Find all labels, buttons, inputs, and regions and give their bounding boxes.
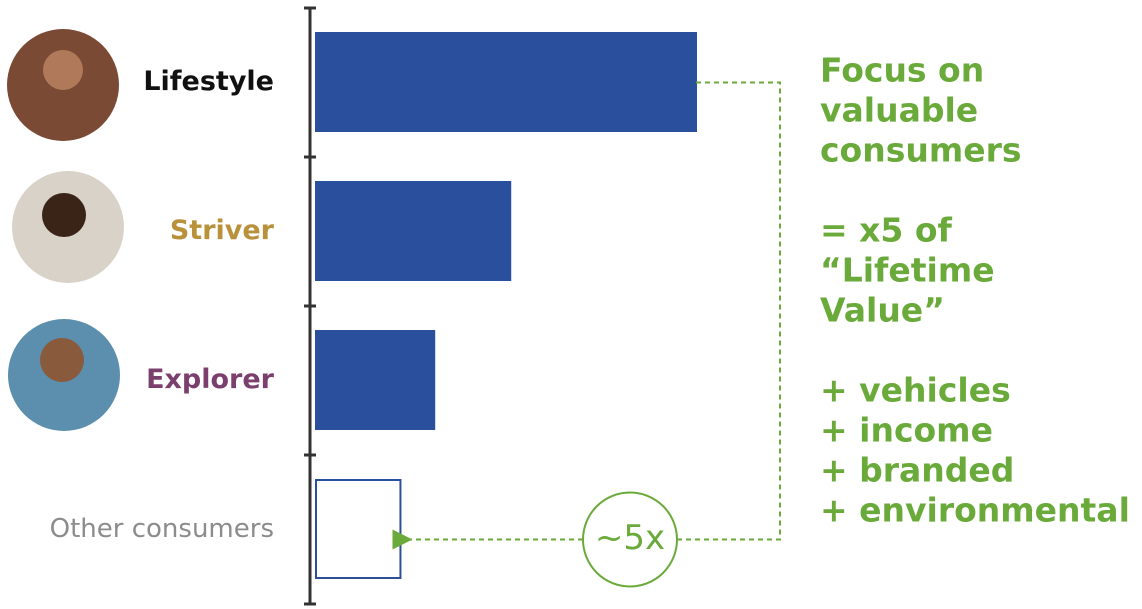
category-label: Other consumers — [50, 514, 274, 544]
annotation-text: Value” — [820, 291, 945, 330]
annotation-text: consumers — [820, 131, 1022, 170]
annotation-text: + income — [820, 411, 993, 450]
category-label: Lifestyle — [143, 66, 274, 97]
annotation-text: valuable — [820, 91, 978, 130]
ratio-label: ~5x — [595, 518, 665, 558]
category-label: Striver — [170, 215, 275, 246]
connector — [677, 81, 781, 541]
avatars — [7, 29, 124, 431]
annotation-text: = x5 of — [820, 211, 953, 250]
annotation-text: + environmental — [820, 491, 1130, 530]
bar — [315, 479, 402, 579]
annotation-text: Focus on — [820, 51, 984, 90]
bar — [315, 181, 512, 281]
bar — [315, 330, 436, 430]
bar — [315, 32, 697, 132]
annotation-text: + branded — [820, 451, 1014, 490]
ratio-badge — [582, 491, 678, 588]
annotation-text: “Lifetime — [820, 251, 995, 290]
annotation-text: + vehicles — [820, 371, 1011, 410]
category-label: Explorer — [146, 364, 275, 395]
